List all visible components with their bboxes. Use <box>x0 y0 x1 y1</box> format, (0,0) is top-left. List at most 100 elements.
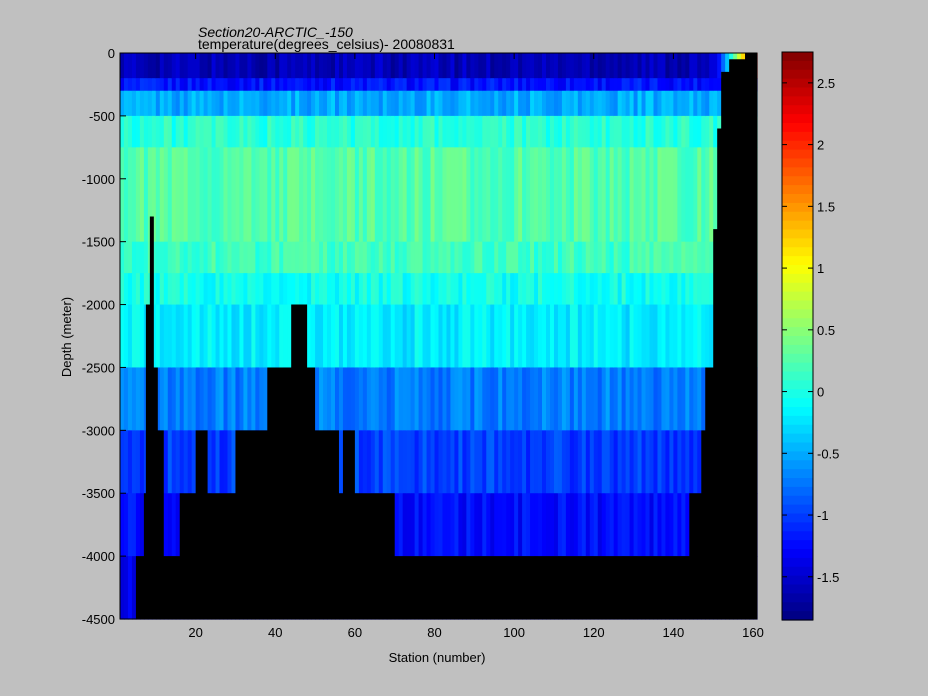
heatmap-cell <box>430 493 436 557</box>
heatmap-cell <box>494 78 499 92</box>
heatmap-cell <box>120 430 125 494</box>
heatmap-cell <box>299 147 304 243</box>
heatmap-cell <box>382 53 388 79</box>
heatmap-cell <box>605 147 611 243</box>
heatmap-cell <box>370 147 376 243</box>
heatmap-cell <box>526 430 531 494</box>
heatmap-cell <box>585 430 591 494</box>
heatmap-cell <box>350 90 356 117</box>
heatmap-cell <box>597 115 603 148</box>
heatmap-cell <box>669 90 674 117</box>
heatmap-cell <box>577 115 583 148</box>
heatmap-cell <box>549 430 555 494</box>
heatmap-cell <box>565 241 571 274</box>
heatmap-cell <box>605 90 611 117</box>
heatmap-cell <box>223 115 229 148</box>
heatmap-cell <box>645 78 651 92</box>
heatmap-cell <box>474 430 479 494</box>
colorbar-tick-label: 2 <box>817 138 824 153</box>
heatmap-cell <box>514 53 519 79</box>
heatmap-cell <box>342 241 348 274</box>
heatmap-cell <box>362 304 368 369</box>
heatmap-cell <box>191 115 197 148</box>
heatmap-cell <box>163 78 169 92</box>
heatmap-cell <box>621 147 627 243</box>
heatmap-cell <box>434 367 440 431</box>
heatmap-cell <box>223 90 229 117</box>
heatmap-cell <box>649 367 655 431</box>
heatmap-cell <box>478 430 483 494</box>
heatmap-cell <box>649 493 655 557</box>
heatmap-cell <box>247 53 252 79</box>
heatmap-cell <box>127 241 133 274</box>
heatmap-cell <box>279 115 284 148</box>
heatmap-cell <box>163 430 169 494</box>
colorbar-segment <box>782 362 813 373</box>
heatmap-cell <box>645 115 651 148</box>
heatmap-cell <box>299 273 304 306</box>
heatmap-cell <box>394 78 400 92</box>
heatmap-cell <box>450 53 456 79</box>
heatmap-cell <box>334 90 340 117</box>
heatmap-cell <box>299 115 304 148</box>
heatmap-cell <box>597 430 603 494</box>
heatmap-cell <box>139 241 145 274</box>
heatmap-cell <box>191 90 197 117</box>
heatmap-cell <box>589 78 595 92</box>
colorbar-segment <box>782 495 813 506</box>
heatmap-cell <box>685 78 690 92</box>
heatmap-cell <box>183 115 189 148</box>
heatmap-cell <box>299 78 304 92</box>
heatmap-cell <box>135 493 141 557</box>
heatmap-cell <box>323 147 328 243</box>
heatmap-cell <box>498 90 503 117</box>
heatmap-cell <box>661 90 667 117</box>
heatmap-cell <box>120 556 125 620</box>
heatmap-cell <box>263 115 268 148</box>
heatmap-cell <box>243 367 248 431</box>
heatmap-cell <box>211 78 217 92</box>
heatmap-cell <box>227 90 233 117</box>
heatmap-cell <box>553 493 559 557</box>
heatmap-cell <box>446 367 452 431</box>
heatmap-cell <box>474 90 479 117</box>
heatmap-cell <box>227 304 233 369</box>
heatmap-cell <box>163 90 169 117</box>
heatmap-cell <box>366 273 372 306</box>
heatmap-cell <box>235 90 241 117</box>
heatmap-cell <box>179 241 185 274</box>
heatmap-cell <box>195 53 201 79</box>
heatmap-cell <box>577 273 583 306</box>
heatmap-cell <box>398 90 404 117</box>
colorbar-segment <box>782 486 813 497</box>
heatmap-cell <box>139 430 145 494</box>
heatmap-cell <box>446 241 452 274</box>
heatmap-cell <box>163 53 169 79</box>
heatmap-cell <box>151 241 157 274</box>
heatmap-cell <box>589 147 595 243</box>
heatmap-cell <box>342 78 348 92</box>
heatmap-cell <box>502 90 507 117</box>
colorbar-segment <box>782 593 813 603</box>
heatmap-cell <box>534 241 539 274</box>
heatmap-cell <box>661 493 667 557</box>
heatmap-cell <box>585 147 591 243</box>
heatmap-cell <box>597 273 603 306</box>
heatmap-cell <box>386 304 392 369</box>
heatmap-cell <box>490 115 495 148</box>
heatmap-cell <box>669 115 674 148</box>
heatmap-cell <box>438 367 444 431</box>
heatmap-cell <box>442 147 448 243</box>
heatmap-cell <box>354 430 360 494</box>
heatmap-cell <box>482 78 487 92</box>
heatmap-cell <box>183 367 189 431</box>
colorbar-segment <box>782 300 813 310</box>
heatmap-cell <box>179 430 185 494</box>
heatmap-cell <box>589 90 595 117</box>
heatmap-cell <box>303 115 308 148</box>
heatmap-cell <box>697 367 702 431</box>
heatmap-cell <box>219 241 225 274</box>
heatmap-cell <box>271 53 276 79</box>
heatmap-cell <box>223 147 229 243</box>
heatmap-cell <box>255 304 260 369</box>
